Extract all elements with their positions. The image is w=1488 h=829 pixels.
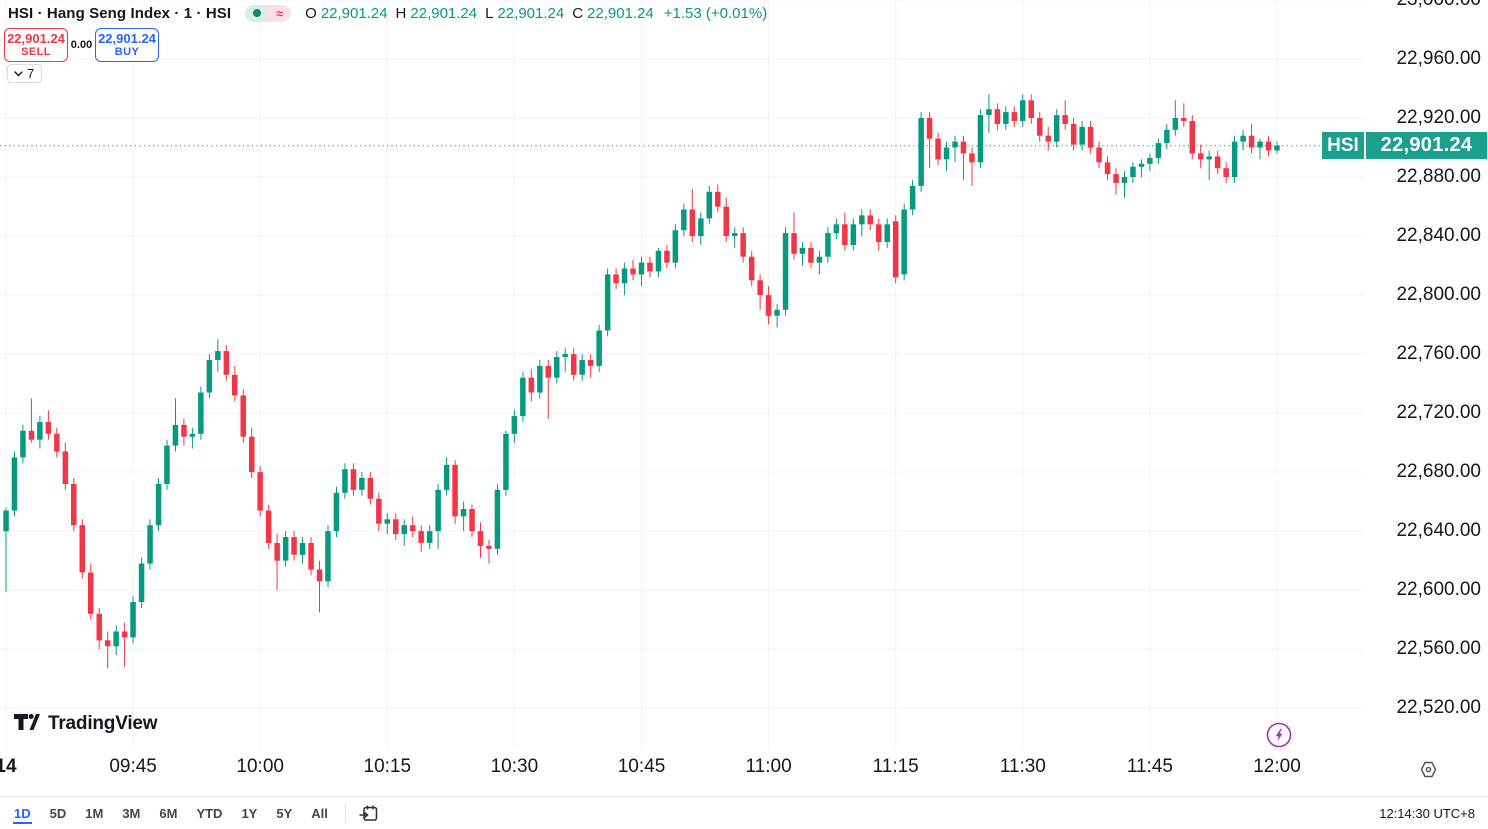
chevron-down-icon: [14, 70, 23, 76]
spread-value: 0.00: [70, 39, 93, 51]
go-to-date-icon[interactable]: [358, 803, 379, 824]
range-button-1y[interactable]: 1Y: [241, 805, 258, 821]
range-button-ytd[interactable]: YTD: [196, 805, 223, 821]
price-tick-label: 22,640.00: [1396, 520, 1481, 542]
market-open-dot-icon: [245, 4, 269, 22]
price-tick-label: 22,840.00: [1396, 225, 1481, 247]
price-tick-label: 22,680.00: [1396, 461, 1481, 483]
buy-price: 22,901.24: [98, 31, 156, 46]
last-price-value: 22,901.24: [1366, 132, 1487, 160]
time-tick-label: 12:00: [1253, 756, 1301, 777]
price-tick-label: 22,960.00: [1396, 48, 1481, 69]
open-label: O: [305, 4, 317, 22]
bottom-toolbar: 1D 5D 1M 3M 6M YTD 1Y 5Y All 12:14:30 UTC+8: [0, 796, 1488, 829]
chart-plot-area[interactable]: [0, 0, 1364, 747]
time-tick-label: 09:45: [109, 756, 157, 777]
change-value: +1.53 (+0.01%): [663, 4, 768, 22]
range-button-all[interactable]: All: [311, 805, 328, 821]
time-tick-label: 11:30: [999, 756, 1046, 777]
low-value: 22,901.24: [497, 4, 565, 22]
axis-settings-gear-icon[interactable]: [1419, 760, 1438, 779]
price-tick-label: 22,920.00: [1396, 107, 1481, 128]
clock-timestamp[interactable]: 12:14:30 UTC+8: [1379, 805, 1475, 821]
toolbar-divider: [344, 803, 346, 823]
range-button-1m[interactable]: 1M: [85, 805, 104, 821]
high-value: 22,901.24: [410, 4, 478, 22]
price-tick-label: 23,000.00: [1396, 0, 1481, 11]
date-range-switcher: 1D 5D 1M 3M 6M YTD 1Y 5Y All: [13, 803, 329, 824]
high-label: H: [395, 4, 407, 22]
tradingview-logo-icon: [14, 713, 40, 730]
time-tick-label: 10:15: [363, 756, 412, 777]
range-button-3m[interactable]: 3M: [122, 805, 141, 821]
range-button-1d[interactable]: 1D: [13, 803, 32, 824]
price-tick-label: 22,760.00: [1396, 343, 1481, 365]
time-tick-label: 11:45: [1126, 756, 1173, 777]
time-tick-label: 11:15: [872, 756, 919, 777]
price-tick-label: 22,520.00: [1396, 697, 1481, 719]
open-value: 22,901.24: [320, 4, 388, 22]
time-tick-label: 10:00: [236, 756, 284, 777]
approx-values-icon: ≈: [268, 4, 292, 22]
trade-widget: 22,901.24 SELL 0.00 22,901.24 BUY: [4, 28, 159, 62]
time-tick-label: 10:45: [617, 756, 666, 777]
price-axis[interactable]: 23,000.00 22,960.00 22,920.00 22,880.00 22,8…: [1364, 0, 1488, 747]
status-pills[interactable]: ≈: [245, 4, 292, 22]
range-button-6m[interactable]: 6M: [159, 805, 178, 821]
candlestick-canvas[interactable]: [0, 0, 1364, 747]
sell-label: SELL: [21, 46, 51, 58]
ohlc-readout: O 22,901.24 H 22,901.24 L 22,901.24 C 22,901…: [305, 5, 767, 22]
time-tick-label: 11:00: [745, 756, 792, 777]
close-value: 22,901.24: [587, 4, 654, 22]
boost-lightning-icon[interactable]: [1266, 722, 1292, 748]
range-button-5y[interactable]: 5Y: [276, 805, 293, 821]
range-button-5d[interactable]: 5D: [49, 805, 67, 821]
last-price-symbol-tag: HSI: [1322, 132, 1364, 160]
time-tick-label: 10:30: [490, 756, 539, 777]
low-label: L: [485, 4, 494, 22]
price-tick-label: 22,560.00: [1396, 638, 1481, 660]
symbol-title[interactable]: HSI · Hang Seng Index · 1 · HSI: [8, 4, 232, 22]
price-tick-label: 22,880.00: [1396, 166, 1481, 187]
buy-button[interactable]: 22,901.24 BUY: [95, 28, 159, 62]
sell-button[interactable]: 22,901.24 SELL: [4, 28, 68, 62]
sell-price: 22,901.24: [7, 31, 65, 46]
objects-tree-badge[interactable]: 7: [7, 64, 43, 83]
objects-count: 7: [27, 66, 35, 81]
price-tick-label: 22,800.00: [1396, 284, 1481, 306]
tradingview-logo-text: TradingView: [48, 713, 158, 734]
buy-label: BUY: [114, 46, 140, 58]
time-tick-label: 14: [0, 756, 17, 777]
close-label: C: [572, 4, 584, 22]
last-price-label: HSI 22,901.24: [1322, 132, 1487, 160]
price-tick-label: 22,600.00: [1396, 579, 1481, 601]
time-axis[interactable]: 14 09:45 10:00 10:15 10:30 10:45 11:00 11:15 11:…: [0, 747, 1488, 796]
tradingview-logo[interactable]: TradingView: [14, 713, 158, 735]
price-tick-label: 22,720.00: [1396, 402, 1481, 424]
